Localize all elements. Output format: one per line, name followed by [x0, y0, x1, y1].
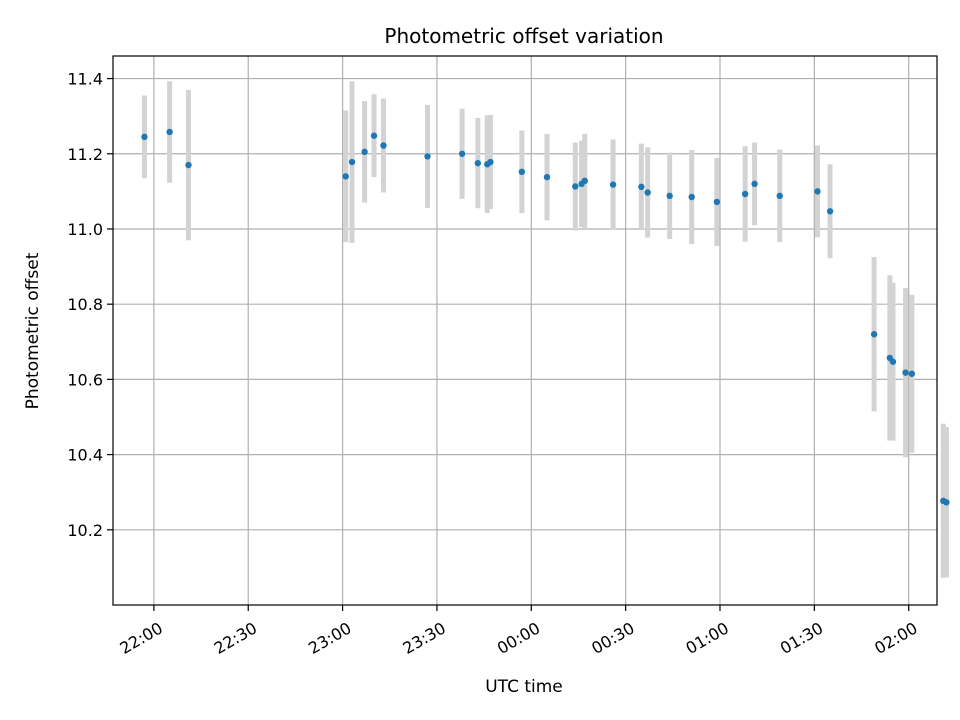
y-tick-label: 11.4 [67, 70, 103, 89]
data-point [348, 158, 356, 166]
x-tick-label: 23:30 [400, 618, 449, 658]
data-point [141, 133, 148, 141]
data-point [814, 188, 821, 195]
data-point [688, 193, 695, 201]
data-point [889, 358, 897, 365]
y-tick-label: 10.2 [67, 521, 103, 540]
data-point [751, 180, 758, 188]
plot-frame [112, 55, 938, 606]
data-point [474, 159, 482, 167]
data-point [342, 173, 349, 180]
data-point [581, 177, 588, 185]
data-point [666, 192, 673, 200]
data-point [908, 370, 916, 377]
x-tick-label: 22:00 [116, 618, 165, 658]
x-axis: 22:00 22:30 23:00 23:30 00:00 00:30 01:00 01:30… [116, 605, 921, 658]
x-tick-label: 01:00 [683, 618, 732, 658]
y-axis: 10.2 10.4 10.6 10.8 11.0 11.2 11.4 [67, 70, 113, 540]
data-point [518, 168, 526, 176]
data-point [572, 183, 579, 190]
data-point [902, 369, 909, 376]
data-point [713, 198, 721, 206]
x-tick-label: 23:00 [305, 618, 354, 658]
data-point [380, 142, 387, 149]
x-tick-label: 00:30 [588, 618, 637, 658]
y-tick-label: 10.8 [67, 295, 103, 314]
data-point [741, 190, 749, 198]
data-points [141, 128, 950, 506]
data-point [185, 161, 192, 169]
data-point [826, 208, 834, 215]
x-tick-label: 00:00 [494, 618, 543, 658]
y-tick-label: 10.6 [67, 370, 103, 389]
x-tick-label: 01:30 [777, 618, 826, 658]
data-point [361, 148, 368, 156]
x-tick-label: 02:00 [871, 618, 920, 658]
y-tick-label: 10.4 [67, 446, 103, 465]
data-point [458, 150, 466, 157]
y-tick-label: 11.2 [67, 145, 103, 164]
data-point [370, 132, 378, 139]
grid [113, 56, 937, 605]
y-tick-label: 11.0 [67, 220, 103, 239]
data-point [644, 189, 651, 196]
data-point [487, 158, 494, 166]
x-axis-label: UTC time [485, 677, 563, 697]
data-point [943, 499, 950, 506]
data-point [609, 181, 617, 188]
error-bars [141, 81, 949, 578]
data-point [424, 153, 431, 160]
data-point [543, 173, 551, 181]
data-point [776, 192, 783, 200]
x-tick-label: 22:30 [211, 618, 260, 658]
y-axis-label: Photometric offset [23, 252, 43, 409]
data-point [870, 331, 878, 338]
data-point [166, 128, 173, 136]
chart-title: Photometric offset variation [384, 24, 663, 48]
data-point [638, 183, 645, 191]
